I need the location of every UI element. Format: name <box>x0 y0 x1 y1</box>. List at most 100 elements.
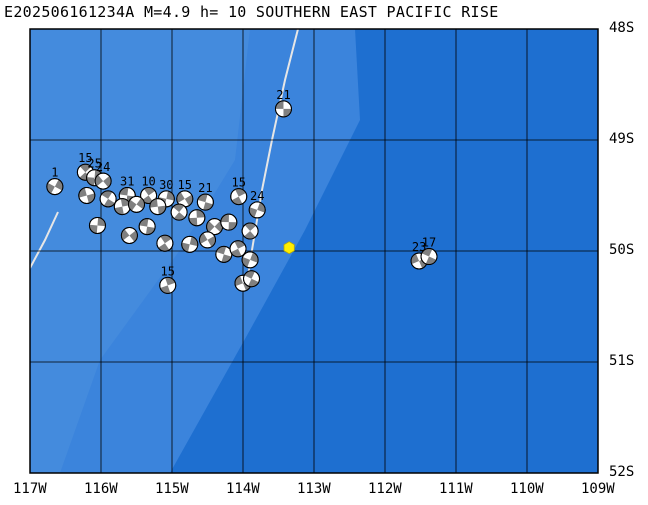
event-layer <box>283 241 295 255</box>
compression-quadrant <box>244 231 256 240</box>
focal-mechanism-beachball[interactable] <box>241 222 259 240</box>
focal-mechanism-beachball[interactable] <box>156 234 174 252</box>
longitude-label: 116W <box>84 481 118 497</box>
focal-mechanism-beachball[interactable] <box>220 213 238 231</box>
focal-mechanism-beachball[interactable] <box>113 198 131 216</box>
focal-mechanism-beachball[interactable]: 15 <box>230 176 248 206</box>
beachball-outline <box>199 231 216 249</box>
beachball-outline <box>170 203 188 221</box>
focal-mechanism-beachball[interactable]: 24 <box>248 189 266 219</box>
focal-mechanism-beachball[interactable]: 15 <box>159 264 177 294</box>
focal-mechanism-beachball[interactable] <box>138 218 156 236</box>
focal-mechanism-beachball[interactable] <box>88 216 106 234</box>
focal-mechanism-beachball[interactable]: 15 <box>176 178 194 208</box>
compression-quadrant <box>228 222 237 231</box>
compression-quadrant <box>199 232 208 244</box>
focal-mechanism-beachball[interactable] <box>99 190 117 208</box>
focal-mechanism-beachball[interactable]: 17 <box>420 236 438 266</box>
beachball-outline <box>274 100 292 118</box>
compression-quadrant <box>145 226 156 235</box>
latitude-label: 48S <box>609 20 635 36</box>
compression-quadrant <box>136 197 145 210</box>
beachball-outline <box>128 195 145 213</box>
focal-mechanism-beachball[interactable] <box>78 187 96 204</box>
compression-quadrant <box>121 229 130 241</box>
beachball-outline <box>99 190 117 208</box>
map-title: E202506161234A M=4.9 h= 10 SOUTHERN EAST… <box>4 3 499 21</box>
compression-quadrant <box>181 242 190 253</box>
compression-quadrant <box>244 223 257 232</box>
focal-mechanism-beachball[interactable] <box>188 209 206 227</box>
depth-label: 17 <box>422 236 436 250</box>
compression-quadrant <box>128 199 137 211</box>
longitude-label: 117W <box>13 481 47 497</box>
focal-mechanism-beachball[interactable] <box>170 203 188 221</box>
compression-quadrant <box>158 243 170 252</box>
focal-mechanism-beachball[interactable] <box>128 195 145 213</box>
depth-label: 15 <box>178 178 192 192</box>
depth-label: 10 <box>141 175 155 189</box>
compression-quadrant <box>188 217 198 226</box>
depth-label: 23 <box>412 240 426 254</box>
compression-quadrant <box>196 209 205 218</box>
latitude-label: 51S <box>609 353 635 369</box>
compression-quadrant <box>114 206 124 215</box>
focal-mechanism-beachball[interactable] <box>120 226 138 244</box>
focal-mechanism-beachball[interactable] <box>199 231 216 249</box>
beachball-outline <box>120 226 138 244</box>
longitude-label: 111W <box>439 481 473 497</box>
longitude-label: 113W <box>297 481 331 497</box>
focal-mechanism-beachball[interactable] <box>229 240 247 258</box>
compression-quadrant <box>220 214 229 223</box>
compression-quadrant <box>173 212 186 221</box>
focal-mechanism-beachball[interactable]: 1 <box>46 166 64 196</box>
beachball-outline <box>220 213 238 231</box>
beachball-outline <box>196 193 214 211</box>
compression-quadrant <box>283 108 292 117</box>
depth-label: 30 <box>159 178 173 192</box>
longitude-label: 109W <box>581 481 615 497</box>
longitude-label: 115W <box>155 481 189 497</box>
compression-quadrant <box>160 235 172 244</box>
beachball-outline <box>140 187 158 204</box>
event-epicenter-icon[interactable] <box>283 241 295 255</box>
compression-quadrant <box>206 221 215 233</box>
compression-quadrant <box>189 236 198 247</box>
compression-quadrant <box>172 204 185 213</box>
focal-mechanism-beachball[interactable] <box>243 270 261 288</box>
map-frame <box>29 28 599 474</box>
beachball-outline <box>229 240 247 258</box>
depth-label: 25 <box>87 157 101 171</box>
compression-quadrant <box>119 187 129 196</box>
compression-quadrant <box>97 217 106 227</box>
beachball-outline <box>230 188 248 206</box>
focal-mechanism-beachball[interactable] <box>181 235 199 253</box>
compression-quadrant <box>235 188 246 197</box>
compression-quadrant <box>79 164 92 173</box>
beachball-outline <box>78 187 96 204</box>
compression-quadrant <box>46 182 55 194</box>
beachball-outline <box>243 270 261 288</box>
compression-quadrant <box>103 176 112 188</box>
compression-quadrant <box>207 235 216 247</box>
beachball-outline <box>181 235 199 253</box>
beachball-outline <box>241 222 259 240</box>
latitude-label: 49S <box>609 131 635 147</box>
compression-quadrant <box>149 198 158 208</box>
focal-mechanism-beachball[interactable]: 10 <box>140 175 158 204</box>
beachball-outline <box>94 172 112 190</box>
depth-label: 21 <box>198 181 212 195</box>
longitude-label: 114W <box>226 481 260 497</box>
focal-mechanism-beachball[interactable]: 21 <box>274 88 292 118</box>
beachball-outline <box>138 218 156 236</box>
focal-mechanism-beachball[interactable] <box>215 245 233 263</box>
focal-mechanism-beachball[interactable] <box>241 251 259 269</box>
focal-mechanism-beachball[interactable] <box>149 198 167 216</box>
compression-quadrant <box>142 195 154 204</box>
depth-label: 24 <box>96 160 110 174</box>
focal-mechanism-beachball[interactable]: 21 <box>196 181 214 211</box>
focal-mechanism-beachball[interactable]: 24 <box>94 160 112 190</box>
beachball-outline <box>420 248 438 266</box>
